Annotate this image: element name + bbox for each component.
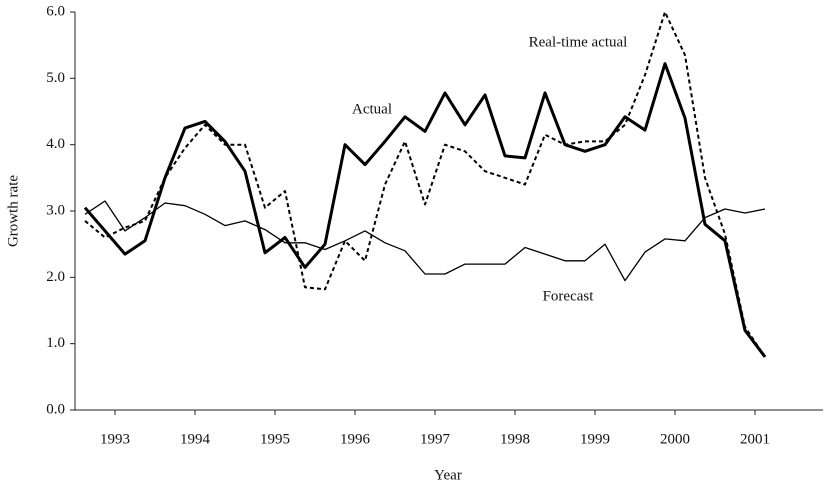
x-tick-label: 1995 [260, 431, 290, 447]
x-tick-label: 2000 [660, 431, 690, 447]
x-tick-label: 1994 [180, 431, 211, 447]
x-tick-label: 1996 [340, 431, 371, 447]
x-tick-label: 1998 [500, 431, 530, 447]
series-line [84, 11, 766, 358]
y-tick-label: 2.0 [46, 269, 65, 285]
series-line [83, 62, 767, 358]
annotation: Real-time actual [529, 34, 628, 50]
y-tick-label: 4.0 [46, 136, 65, 152]
annotation: Forecast [543, 288, 595, 304]
y-tick-label: 6.0 [46, 3, 65, 19]
y-tick-label: 3.0 [46, 202, 65, 218]
y-axis-label: Growth rate [5, 175, 21, 247]
series-line [84, 200, 766, 282]
x-tick-label: 1993 [100, 431, 130, 447]
y-tick-label: 5.0 [46, 70, 65, 86]
x-tick-label: 1997 [420, 431, 451, 447]
y-tick-label: 1.0 [46, 335, 65, 351]
x-axis-label: Year [434, 467, 462, 483]
x-tick-label: 1999 [580, 431, 610, 447]
x-tick-label: 2001 [740, 431, 770, 447]
annotation: Actual [352, 101, 392, 117]
y-tick-label: 0.0 [46, 401, 65, 417]
